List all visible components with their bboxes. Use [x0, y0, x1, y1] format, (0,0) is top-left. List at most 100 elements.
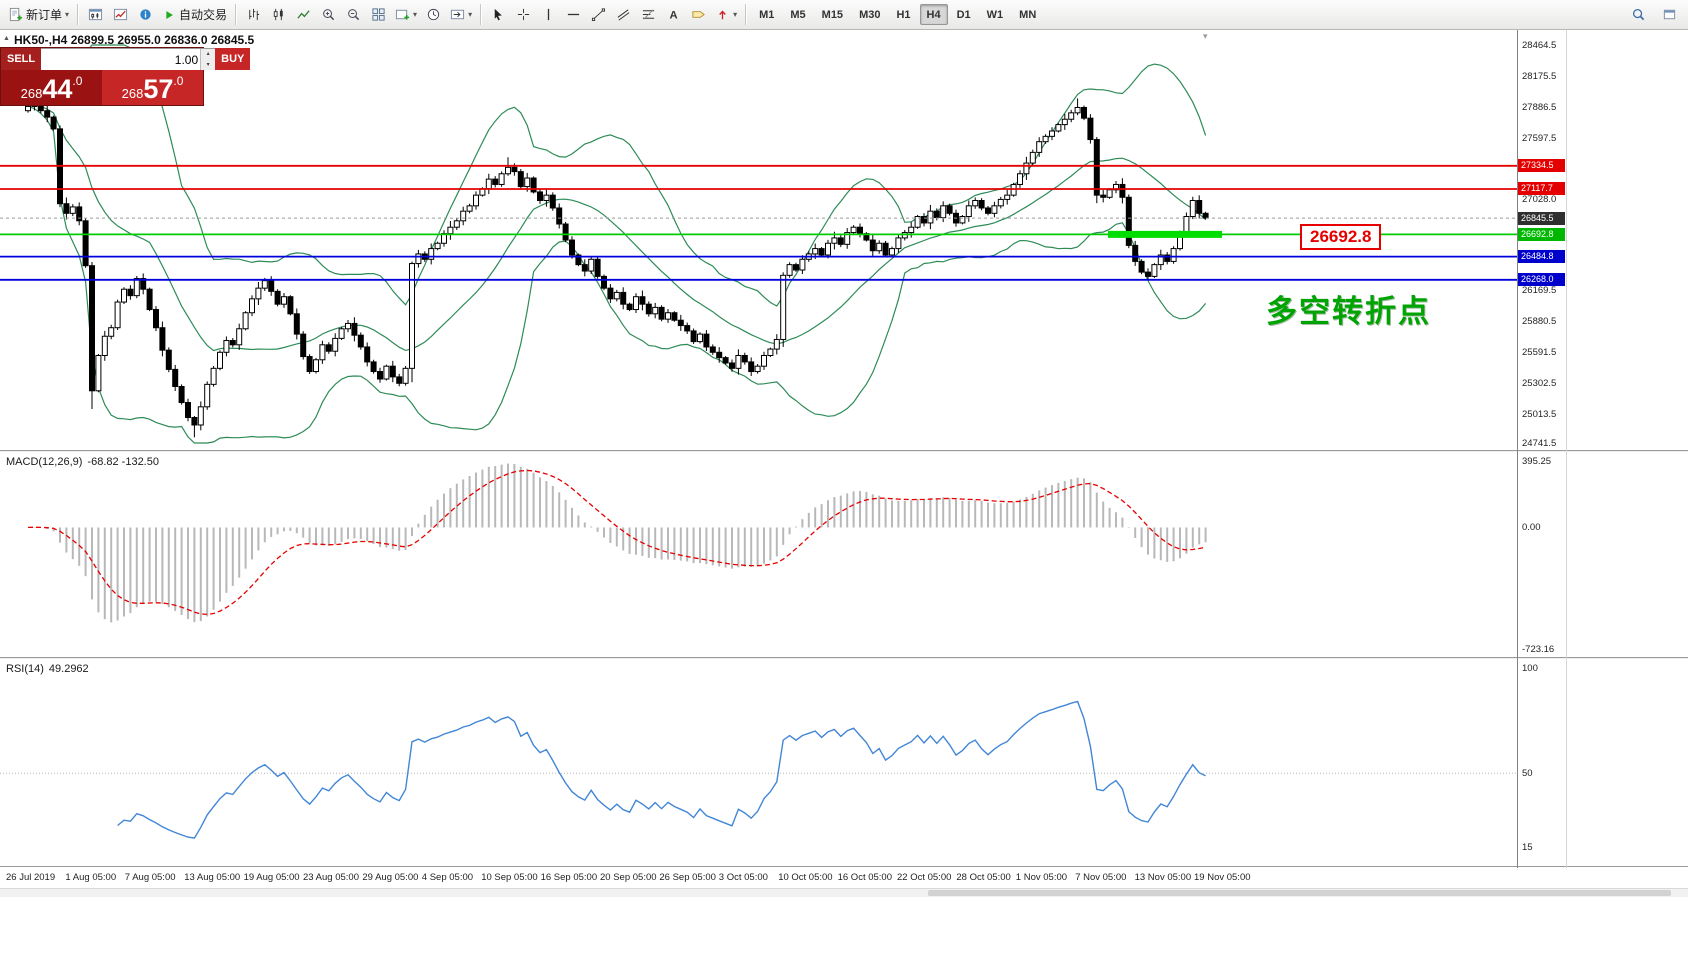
price-tick: 24741.5 — [1522, 438, 1557, 449]
new-order-button[interactable]: 新订单 ▾ — [4, 3, 73, 26]
chevron-down-icon: ▾ — [733, 9, 738, 19]
axis-outer-border — [1566, 30, 1567, 888]
zoom-out-button[interactable] — [341, 3, 366, 26]
cursor-button[interactable] — [486, 3, 511, 26]
search-button[interactable] — [1626, 3, 1651, 26]
spin-up-icon[interactable]: ▴ — [201, 49, 216, 60]
chart-shift-marker-icon[interactable]: ▾ — [1203, 31, 1208, 41]
pane-divider[interactable] — [0, 657, 1688, 660]
macd-tick: 395.25 — [1522, 456, 1552, 467]
price-tag: 26484.8 — [1518, 250, 1565, 264]
trendline-button[interactable] — [586, 3, 611, 26]
price-tick: 26169.5 — [1522, 285, 1557, 297]
ohlc-values: 26899.5 26955.0 26836.0 26845.5 — [70, 33, 255, 47]
time-tick: 1 Aug 05:00 — [65, 872, 117, 883]
sell-button[interactable]: SELL — [1, 48, 42, 70]
time-tick: 23 Aug 05:00 — [303, 872, 359, 883]
timeframe-h4[interactable]: H4 — [919, 4, 948, 25]
horizontal-scrollbar[interactable] — [0, 888, 1688, 897]
label-icon — [691, 7, 706, 22]
pane-divider — [0, 866, 1688, 868]
scrollbar-thumb[interactable] — [928, 890, 1672, 896]
price-level-label[interactable]: 26692.8 — [1300, 224, 1382, 250]
price-tag: 27334.5 — [1518, 159, 1565, 173]
svg-text:A: A — [670, 9, 678, 21]
time-tick: 3 Oct 05:00 — [718, 872, 768, 883]
volume-input[interactable] — [41, 49, 201, 70]
fibonacci-button[interactable] — [636, 3, 661, 26]
new-chart-button[interactable]: ▾ — [391, 3, 421, 26]
macd-canvas[interactable] — [0, 453, 1517, 657]
price-chart-canvas[interactable] — [0, 30, 1517, 450]
rsi-tick: 50 — [1522, 768, 1533, 780]
level-lines[interactable] — [0, 164, 1517, 281]
news-icon — [138, 7, 153, 22]
chart-shift-button[interactable]: ▾ — [446, 3, 476, 26]
search-icon — [1631, 7, 1646, 22]
oct-collapse-icon[interactable]: ▲ — [3, 35, 10, 42]
macd-signal-line — [27, 469, 1206, 616]
macd-name: MACD(12,26,9) — [6, 456, 83, 468]
timeframe-d1[interactable]: D1 — [950, 4, 978, 25]
chart-window-button[interactable] — [83, 3, 108, 26]
time-tick: 28 Oct 05:00 — [956, 872, 1011, 883]
macd-pane: MACD(12,26,9) -68.82 -132.50 — [0, 453, 1517, 657]
price-tick: 25302.5 — [1522, 378, 1557, 390]
time-axis[interactable]: 26 Jul 2019 1 Aug 05:00 7 Aug 05:00 13 Aug … — [0, 868, 1688, 888]
news-button[interactable] — [133, 3, 158, 26]
macd-axis: 395.25 0.00 -723.16 — [1518, 453, 1566, 657]
zoom-in-button[interactable] — [316, 3, 341, 26]
channel-button[interactable] — [611, 3, 636, 26]
time-tick: 19 Nov 05:00 — [1194, 872, 1251, 883]
vertical-line-button[interactable] — [536, 3, 561, 26]
buy-price[interactable]: 268 57.0 — [102, 70, 203, 105]
price-tag: 27117.7 — [1518, 182, 1565, 196]
timeframe-m30[interactable]: M30 — [852, 4, 887, 25]
fibonacci-icon — [641, 7, 656, 22]
chart-bars-button[interactable] — [241, 3, 266, 26]
buy-button[interactable]: BUY — [215, 48, 251, 70]
rsi-axis: 100 50 15 — [1518, 660, 1566, 866]
window-icon — [1662, 7, 1677, 22]
timeframe-h1[interactable]: H1 — [889, 4, 917, 25]
price-tick: 25591.5 — [1522, 347, 1557, 359]
chevron-down-icon: ▾ — [413, 9, 418, 19]
timeframe-mn[interactable]: MN — [1012, 4, 1043, 25]
autotrading-button[interactable]: 自动交易 — [158, 3, 231, 26]
timeframe-w1[interactable]: W1 — [980, 4, 1011, 25]
clock-button[interactable] — [421, 3, 446, 26]
rsi-canvas[interactable] — [0, 660, 1517, 866]
buy-price-suffix: .0 — [173, 74, 184, 88]
toolbar-right-group — [1626, 3, 1682, 26]
spin-down-icon[interactable]: ▾ — [201, 59, 216, 70]
rsi-tick: 15 — [1522, 842, 1533, 853]
bollinger-bands — [27, 44, 1207, 444]
market-watch-button[interactable] — [108, 3, 133, 26]
text-icon: A — [666, 7, 681, 22]
arrow-icon — [715, 7, 730, 22]
price-axis-border — [1517, 30, 1518, 888]
price-axis[interactable]: 28464.5 28175.5 27886.5 27597.5 27028.0 26169… — [1518, 30, 1566, 450]
timeframe-m15[interactable]: M15 — [815, 4, 850, 25]
window-button[interactable] — [1657, 3, 1682, 26]
price-tick: 27886.5 — [1522, 101, 1557, 113]
chart-candles-button[interactable] — [266, 3, 291, 26]
separator — [745, 4, 748, 25]
arrows-tool-button[interactable]: ▾ — [711, 3, 741, 26]
label-tool-button[interactable] — [686, 3, 711, 26]
timeframe-m5[interactable]: M5 — [783, 4, 812, 25]
text-tool-button[interactable]: A — [661, 3, 686, 26]
timeframe-m1[interactable]: M1 — [752, 4, 781, 25]
chart-line-button[interactable] — [291, 3, 316, 26]
tile-windows-icon — [371, 7, 386, 22]
new-order-icon — [8, 7, 23, 22]
crosshair-button[interactable] — [511, 3, 536, 26]
pane-divider[interactable] — [0, 450, 1688, 453]
separator — [480, 4, 483, 25]
autotrading-label: 自动交易 — [179, 8, 228, 22]
horizontal-line-button[interactable] — [561, 3, 586, 26]
macd-title: MACD(12,26,9) -68.82 -132.50 — [6, 456, 159, 468]
sell-price[interactable]: 268 44.0 — [1, 70, 102, 105]
tile-windows-button[interactable] — [366, 3, 391, 26]
trendline-icon — [591, 7, 606, 22]
